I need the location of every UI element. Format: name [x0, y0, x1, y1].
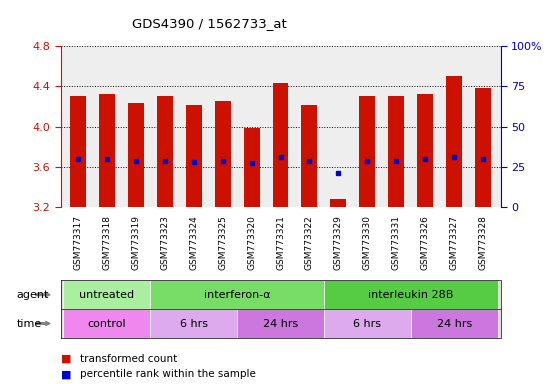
Text: agent: agent	[16, 290, 49, 300]
Text: 24 hrs: 24 hrs	[263, 318, 298, 329]
Bar	[417, 94, 433, 207]
Text: interferon-α: interferon-α	[204, 290, 271, 300]
Bar	[150, 309, 237, 338]
Text: time: time	[16, 318, 42, 329]
Bar	[331, 199, 346, 207]
Bar	[237, 309, 324, 338]
Bar	[388, 96, 404, 207]
Text: interleukin 28B: interleukin 28B	[368, 290, 453, 300]
Bar	[186, 104, 202, 207]
Text: untreated: untreated	[79, 290, 134, 300]
Bar	[63, 280, 150, 309]
Text: 6 hrs: 6 hrs	[180, 318, 208, 329]
Bar	[99, 94, 115, 207]
Text: GDS4390 / 1562733_at: GDS4390 / 1562733_at	[131, 17, 287, 30]
Bar	[411, 309, 498, 338]
Bar	[150, 280, 324, 309]
Bar	[128, 103, 144, 207]
Bar	[70, 96, 86, 207]
Bar	[475, 88, 491, 207]
Bar	[63, 309, 150, 338]
Text: ■: ■	[60, 354, 71, 364]
Bar	[324, 309, 411, 338]
Text: transformed count: transformed count	[80, 354, 177, 364]
Text: percentile rank within the sample: percentile rank within the sample	[80, 369, 256, 379]
Bar	[244, 128, 260, 207]
Text: 6 hrs: 6 hrs	[353, 318, 381, 329]
Bar	[301, 104, 317, 207]
Bar	[324, 280, 498, 309]
Bar	[359, 96, 375, 207]
Text: 24 hrs: 24 hrs	[437, 318, 472, 329]
Bar	[157, 96, 173, 207]
Bar	[214, 101, 230, 207]
Text: ■: ■	[60, 369, 71, 379]
Bar	[446, 76, 462, 207]
Bar	[273, 83, 288, 207]
Text: control: control	[87, 318, 126, 329]
